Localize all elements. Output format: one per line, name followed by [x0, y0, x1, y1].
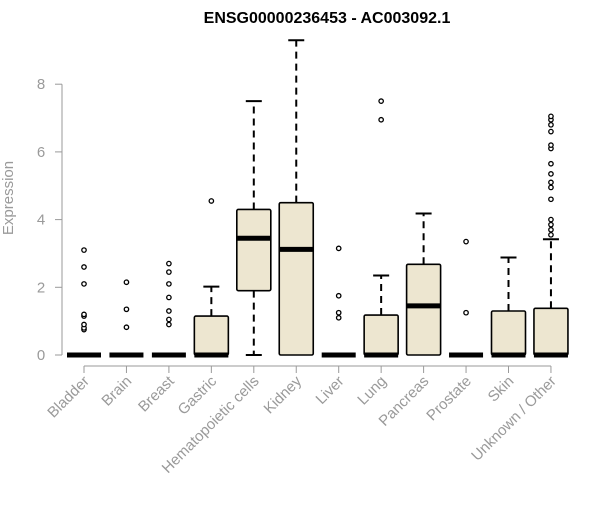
box-skin — [490, 256, 527, 358]
x-tick-label: Bladder — [44, 373, 93, 422]
outlier-point — [166, 316, 172, 323]
box-body — [236, 208, 272, 292]
outlier-point — [548, 142, 554, 148]
box-lung — [363, 98, 399, 358]
outlier-point — [123, 324, 130, 331]
outlier-point — [123, 306, 130, 313]
outlier-point — [81, 311, 87, 318]
y-tick-label: 4 — [37, 212, 45, 229]
box-prostate — [449, 238, 484, 358]
outlier-point — [548, 113, 554, 120]
box-unknown-other — [533, 113, 569, 358]
x-tick-label: Liver — [313, 373, 348, 408]
outlier-point — [378, 98, 384, 104]
outlier-point — [548, 196, 554, 203]
x-tick-label: Prostate — [423, 373, 475, 425]
outlier-point — [208, 198, 215, 204]
outlier-point — [335, 309, 342, 316]
outlier-point — [166, 321, 172, 328]
x-tick-label: Skin — [485, 373, 518, 406]
outlier-point — [81, 321, 87, 328]
outlier-point — [548, 226, 554, 233]
x-tick-label: Lung — [354, 373, 390, 409]
outlier-point — [335, 314, 342, 321]
box-hematopoietic-cells — [236, 100, 272, 356]
outlier-point — [548, 231, 554, 238]
outlier-point — [335, 245, 342, 252]
box-body — [363, 314, 399, 356]
outlier-point — [463, 309, 469, 316]
box-kidney — [278, 39, 315, 356]
outlier-point — [81, 281, 87, 287]
y-tick-label: 2 — [37, 279, 45, 296]
outlier-point — [548, 179, 554, 186]
outlier-point — [81, 247, 87, 253]
chart-title: ENSG00000236453 - AC003092.1 — [204, 10, 451, 27]
outlier-point — [548, 121, 554, 128]
outlier-point — [166, 269, 172, 275]
outlier-point — [166, 294, 172, 301]
box-body — [533, 307, 569, 356]
box-body — [405, 263, 442, 356]
box-breast — [151, 260, 186, 358]
box-body — [193, 315, 230, 356]
y-axis-label: Expression — [0, 161, 17, 235]
y-axis: 0 2 4 6 8 — [37, 76, 63, 364]
box-body — [278, 201, 315, 356]
box-liver — [321, 245, 356, 358]
box-brain — [109, 279, 144, 358]
outlier-point — [123, 279, 130, 286]
outlier-point — [463, 238, 469, 245]
outlier-point — [548, 171, 554, 177]
x-tick-label: Kidney — [261, 372, 306, 417]
outlier-point — [166, 281, 172, 287]
outlier-point — [548, 184, 554, 191]
y-tick-label: 6 — [37, 144, 45, 161]
outlier-point — [548, 128, 554, 135]
box-bladder — [67, 247, 101, 358]
outlier-point — [166, 308, 172, 314]
y-tick-label: 8 — [37, 76, 45, 93]
outlier-point — [378, 116, 384, 123]
y-tick-label: 0 — [37, 347, 45, 364]
x-tick-label: Breast — [135, 372, 178, 415]
box-pancreas — [405, 212, 442, 356]
outlier-point — [81, 264, 87, 270]
outlier-point — [548, 160, 554, 167]
outlier-point — [548, 221, 554, 228]
box-gastric — [193, 198, 230, 358]
x-tick-label: Brain — [98, 373, 135, 410]
box-series — [67, 39, 569, 358]
outlier-point — [166, 260, 172, 267]
box-body — [490, 310, 527, 356]
outlier-point — [335, 292, 342, 299]
outlier-point — [548, 216, 554, 223]
